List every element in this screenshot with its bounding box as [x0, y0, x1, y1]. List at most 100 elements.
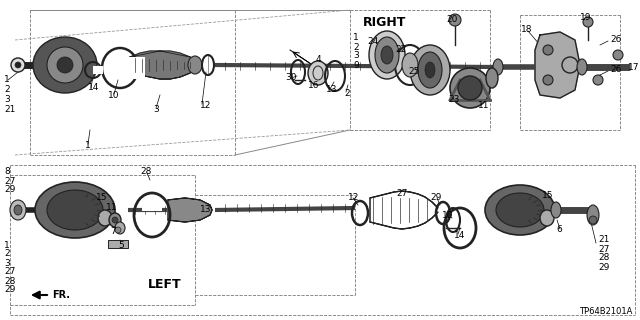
Circle shape: [583, 17, 593, 27]
Ellipse shape: [109, 213, 121, 227]
Text: TP64B2101A: TP64B2101A: [579, 308, 632, 316]
Bar: [93, 66, 103, 74]
Text: 19: 19: [580, 13, 591, 22]
Circle shape: [543, 75, 553, 85]
Ellipse shape: [308, 61, 328, 85]
Ellipse shape: [587, 205, 599, 225]
Text: 1: 1: [353, 34, 359, 43]
Circle shape: [15, 62, 21, 68]
Text: 29: 29: [430, 193, 442, 202]
Ellipse shape: [418, 52, 442, 88]
Ellipse shape: [496, 193, 544, 227]
Text: 3: 3: [153, 106, 159, 115]
Ellipse shape: [551, 202, 561, 218]
Text: 21: 21: [4, 106, 15, 115]
Ellipse shape: [10, 200, 26, 220]
Text: 7: 7: [110, 228, 116, 236]
Text: 26: 26: [610, 66, 621, 75]
Text: 29: 29: [4, 186, 15, 195]
Text: 20: 20: [446, 15, 458, 25]
Text: 2: 2: [353, 43, 358, 52]
Text: 23: 23: [448, 95, 460, 105]
Ellipse shape: [369, 31, 405, 79]
Ellipse shape: [493, 59, 503, 75]
Text: 10: 10: [108, 91, 120, 100]
Text: 29: 29: [598, 262, 609, 271]
Text: 5: 5: [118, 241, 124, 250]
Text: 2: 2: [4, 85, 10, 94]
Text: 28: 28: [140, 167, 152, 177]
Text: 17: 17: [628, 63, 639, 73]
Ellipse shape: [115, 222, 125, 234]
Text: 28: 28: [598, 253, 609, 262]
Ellipse shape: [33, 37, 97, 93]
Ellipse shape: [458, 76, 482, 100]
Circle shape: [543, 45, 553, 55]
Ellipse shape: [14, 205, 22, 215]
Polygon shape: [535, 32, 580, 98]
Bar: [142, 203, 162, 211]
Text: 27: 27: [598, 244, 609, 253]
Text: 13: 13: [200, 205, 211, 214]
Text: 12: 12: [348, 193, 360, 202]
Text: 3: 3: [4, 259, 10, 268]
Text: 2: 2: [4, 250, 10, 259]
Text: 30: 30: [285, 74, 296, 83]
Ellipse shape: [540, 210, 554, 226]
Text: RIGHT: RIGHT: [364, 15, 406, 28]
Text: 1: 1: [4, 76, 10, 84]
Circle shape: [115, 227, 121, 233]
Ellipse shape: [98, 210, 112, 226]
Text: 9: 9: [353, 60, 359, 69]
Text: 3: 3: [353, 52, 359, 60]
Text: 27: 27: [4, 268, 15, 276]
Text: 14: 14: [454, 230, 465, 239]
Text: LEFT: LEFT: [148, 278, 182, 292]
Text: 6: 6: [556, 226, 562, 235]
Polygon shape: [370, 191, 438, 229]
Circle shape: [593, 75, 603, 85]
Ellipse shape: [47, 190, 103, 230]
Polygon shape: [130, 51, 195, 79]
Text: 29: 29: [4, 285, 15, 294]
Ellipse shape: [450, 68, 490, 108]
Text: 27: 27: [4, 177, 15, 186]
Text: 4: 4: [316, 55, 322, 65]
Circle shape: [112, 217, 118, 223]
Text: 25: 25: [408, 68, 419, 76]
Text: 16: 16: [308, 82, 319, 91]
Text: 15: 15: [96, 193, 108, 202]
Ellipse shape: [47, 47, 83, 83]
Circle shape: [11, 58, 25, 72]
Circle shape: [449, 14, 461, 26]
Text: 12: 12: [200, 100, 211, 109]
Ellipse shape: [188, 56, 202, 74]
Text: 28: 28: [4, 276, 15, 285]
Ellipse shape: [410, 45, 450, 95]
Text: 18: 18: [521, 26, 532, 35]
Text: FR.: FR.: [52, 290, 70, 300]
Ellipse shape: [425, 62, 435, 78]
Ellipse shape: [486, 68, 498, 88]
Text: 22: 22: [395, 45, 406, 54]
Ellipse shape: [381, 46, 393, 64]
Text: 27: 27: [396, 189, 408, 198]
Polygon shape: [168, 198, 212, 222]
Text: 11: 11: [106, 203, 118, 212]
Text: 1: 1: [85, 140, 91, 149]
Text: 13: 13: [326, 85, 337, 94]
Ellipse shape: [402, 53, 418, 77]
Ellipse shape: [485, 185, 555, 235]
Text: 2: 2: [344, 89, 349, 98]
Text: 10: 10: [442, 211, 454, 220]
Bar: [120, 57, 145, 79]
Text: 26: 26: [610, 36, 621, 44]
Ellipse shape: [57, 57, 73, 73]
Ellipse shape: [35, 182, 115, 238]
Text: 1: 1: [4, 241, 10, 250]
Text: 21: 21: [598, 236, 609, 244]
Ellipse shape: [577, 59, 587, 75]
Text: 8: 8: [4, 167, 10, 177]
Text: 14: 14: [88, 84, 99, 92]
Text: 15: 15: [542, 190, 554, 199]
